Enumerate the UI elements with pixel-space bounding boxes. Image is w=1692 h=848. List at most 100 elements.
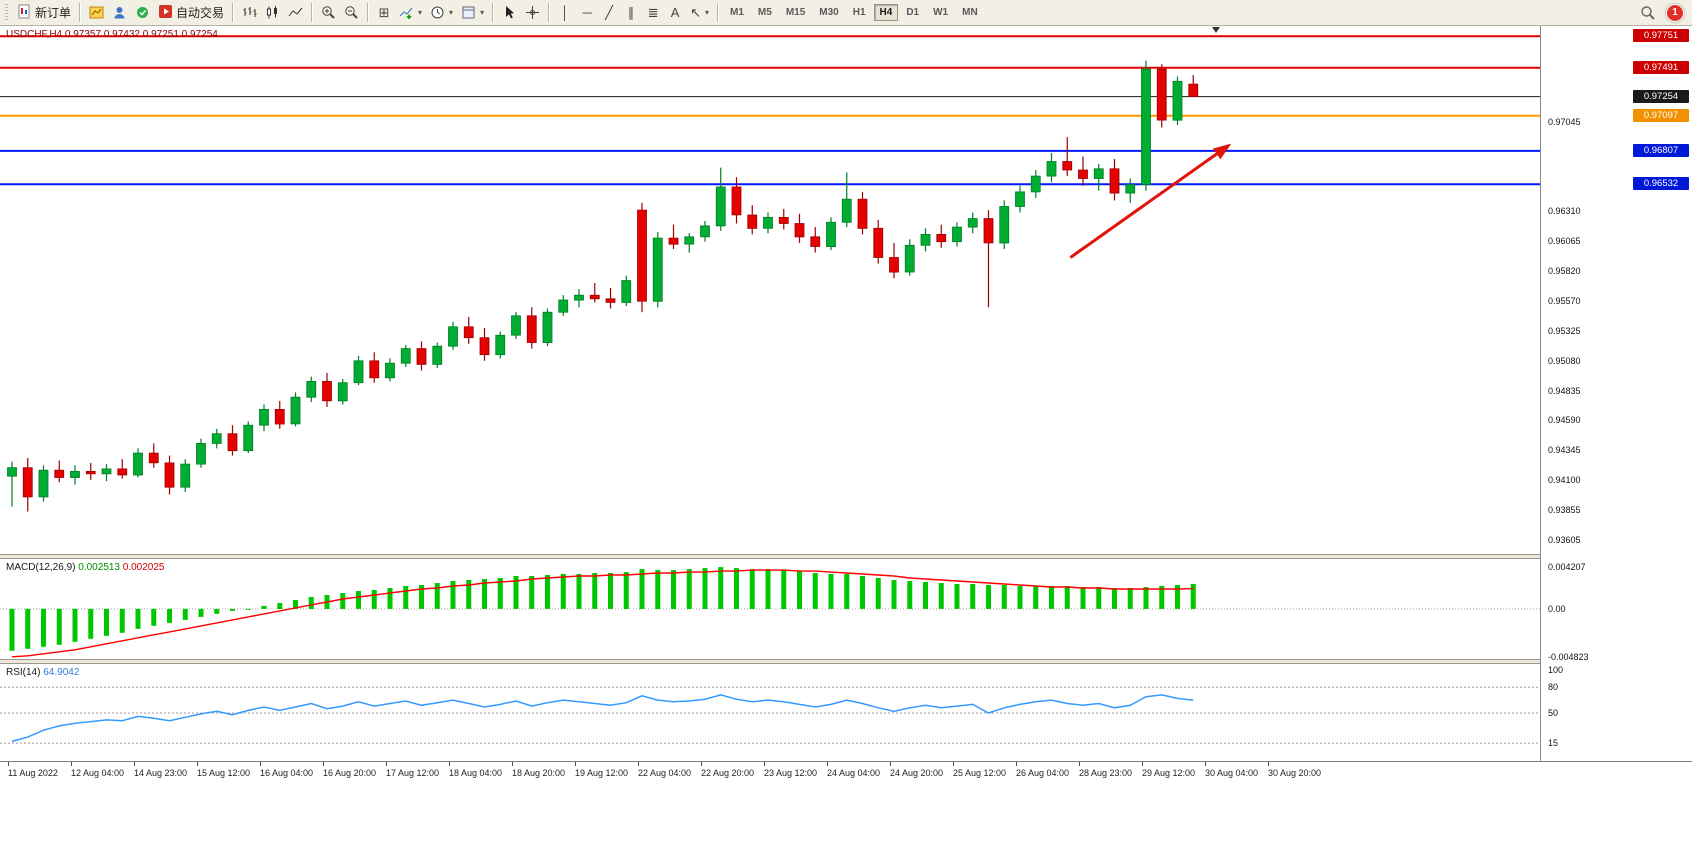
timeframe-h1[interactable]: H1 — [847, 4, 872, 21]
indicators-button[interactable]: ▾ — [395, 2, 426, 24]
candle — [274, 408, 285, 425]
timeframe-w1[interactable]: W1 — [927, 4, 954, 21]
autotrade-button[interactable]: 自动交易 — [154, 2, 228, 24]
time-axis[interactable]: 11 Aug 2022 12 Aug 04:00 14 Aug 23:00 15 Au… — [0, 761, 1692, 794]
candle — [1046, 161, 1057, 177]
fibonacci-icon: ≣ — [647, 5, 659, 20]
candle — [1109, 168, 1120, 194]
time-label: 22 Aug 04:00 — [638, 768, 692, 778]
macd-bar — [970, 584, 976, 609]
candle — [889, 257, 899, 273]
new-order-label: 新订单 — [35, 6, 72, 20]
candle — [999, 206, 1010, 244]
timeframe-h4[interactable]: H4 — [873, 4, 899, 21]
crosshair-button[interactable] — [521, 2, 544, 24]
time-label: 24 Aug 20:00 — [890, 768, 944, 778]
candle — [511, 315, 521, 336]
macd-bar — [308, 597, 314, 609]
macd-bar — [1017, 586, 1023, 609]
new-order-button[interactable]: 新订单 — [13, 2, 75, 24]
cursor-button[interactable] — [498, 2, 521, 24]
price-tick: 0.94835 — [1548, 386, 1581, 396]
timeframe-d1[interactable]: D1 — [900, 4, 925, 21]
macd-axis-label: 0.004207 — [1548, 562, 1586, 572]
price-scale[interactable]: 0.97045 0.96310 0.96065 0.95820 0.95570 0.953… — [1540, 26, 1692, 761]
timeframe-m15[interactable]: M15 — [780, 4, 811, 21]
candle — [526, 315, 537, 343]
macd-bar — [277, 603, 283, 609]
rsi-panel[interactable] — [0, 664, 1540, 761]
price-badge: 0.97097 — [1633, 109, 1689, 122]
zoom-in-button[interactable] — [317, 2, 340, 24]
panel-divider[interactable] — [0, 659, 1692, 664]
macd-bar — [1190, 583, 1196, 609]
macd-bar — [466, 580, 472, 609]
macd-main-value: 0.002513 — [78, 562, 120, 573]
channel-button[interactable]: ∥ — [620, 2, 642, 24]
rsi-value: 64.9042 — [43, 667, 80, 678]
macd-bar — [167, 608, 172, 623]
candle — [668, 237, 679, 245]
toolbar-grip[interactable] — [5, 3, 8, 22]
candle — [117, 468, 128, 476]
periods-button[interactable]: ▾ — [426, 2, 457, 24]
macd-bar — [198, 608, 204, 617]
trendline-button[interactable]: ╱ — [598, 2, 620, 24]
vertical-line-button[interactable]: │ — [554, 2, 576, 24]
autotrade-icon — [158, 4, 173, 22]
new-chart-button[interactable] — [85, 2, 108, 24]
candle — [1188, 83, 1199, 97]
horizontal-line-button[interactable]: ─ — [576, 2, 598, 24]
profiles-button[interactable] — [108, 2, 131, 24]
macd-bar — [261, 605, 267, 609]
candle — [259, 408, 269, 426]
horizontal-line-icon: ─ — [582, 5, 592, 20]
templates-button[interactable]: ▾ — [457, 2, 488, 24]
macd-bar — [340, 593, 346, 609]
market-watch-button[interactable] — [131, 2, 154, 24]
candle — [133, 452, 143, 476]
text-tool-button[interactable]: A — [664, 2, 686, 24]
candle — [7, 467, 17, 477]
macd-bar — [419, 585, 424, 609]
candle — [1078, 169, 1088, 179]
time-tick — [1079, 762, 1080, 766]
price-badge: 0.96532 — [1633, 177, 1689, 190]
time-label: 14 Aug 23:00 — [134, 768, 188, 778]
toolbar-right-cluster: 1 — [1636, 2, 1690, 24]
arrows-tool-button[interactable]: ↖ ▾ — [686, 2, 713, 24]
toolbar-separator — [717, 3, 719, 22]
timeframe-m5[interactable]: M5 — [752, 4, 778, 21]
trend-arrow[interactable] — [1069, 148, 1225, 259]
timeframe-mn[interactable]: MN — [956, 4, 984, 21]
caret-down-icon: ▾ — [418, 8, 423, 17]
search-button[interactable] — [1636, 2, 1660, 24]
macd-bar — [104, 608, 109, 636]
macd-bar — [592, 573, 598, 609]
panel-divider[interactable] — [0, 554, 1692, 559]
timeframe-m1[interactable]: M1 — [724, 4, 750, 21]
trend-arrow-head[interactable] — [1212, 143, 1232, 160]
notification-badge[interactable]: 1 — [1666, 3, 1684, 22]
price-chart[interactable] — [0, 26, 1540, 554]
candle — [983, 218, 994, 244]
time-tick — [1268, 762, 1269, 766]
line-chart-button[interactable] — [284, 2, 307, 24]
time-tick — [764, 762, 765, 766]
timeframe-m30[interactable]: M30 — [813, 4, 844, 21]
rsi-axis-label: 15 — [1548, 738, 1559, 748]
candle — [337, 382, 348, 402]
candle — [637, 209, 647, 302]
candle-chart-icon — [267, 6, 278, 19]
zoom-out-button[interactable] — [340, 2, 363, 24]
macd-panel[interactable] — [0, 559, 1540, 659]
candle-chart-button[interactable] — [261, 2, 284, 24]
chart-shift-marker[interactable] — [1212, 27, 1220, 33]
candle — [148, 452, 159, 464]
time-label: 16 Aug 20:00 — [323, 768, 377, 778]
tile-windows-button[interactable]: ⊞ — [373, 2, 395, 24]
bar-chart-button[interactable] — [238, 2, 261, 24]
fibonacci-button[interactable]: ≣ — [642, 2, 664, 24]
candle — [211, 433, 222, 444]
time-tick — [8, 762, 9, 766]
